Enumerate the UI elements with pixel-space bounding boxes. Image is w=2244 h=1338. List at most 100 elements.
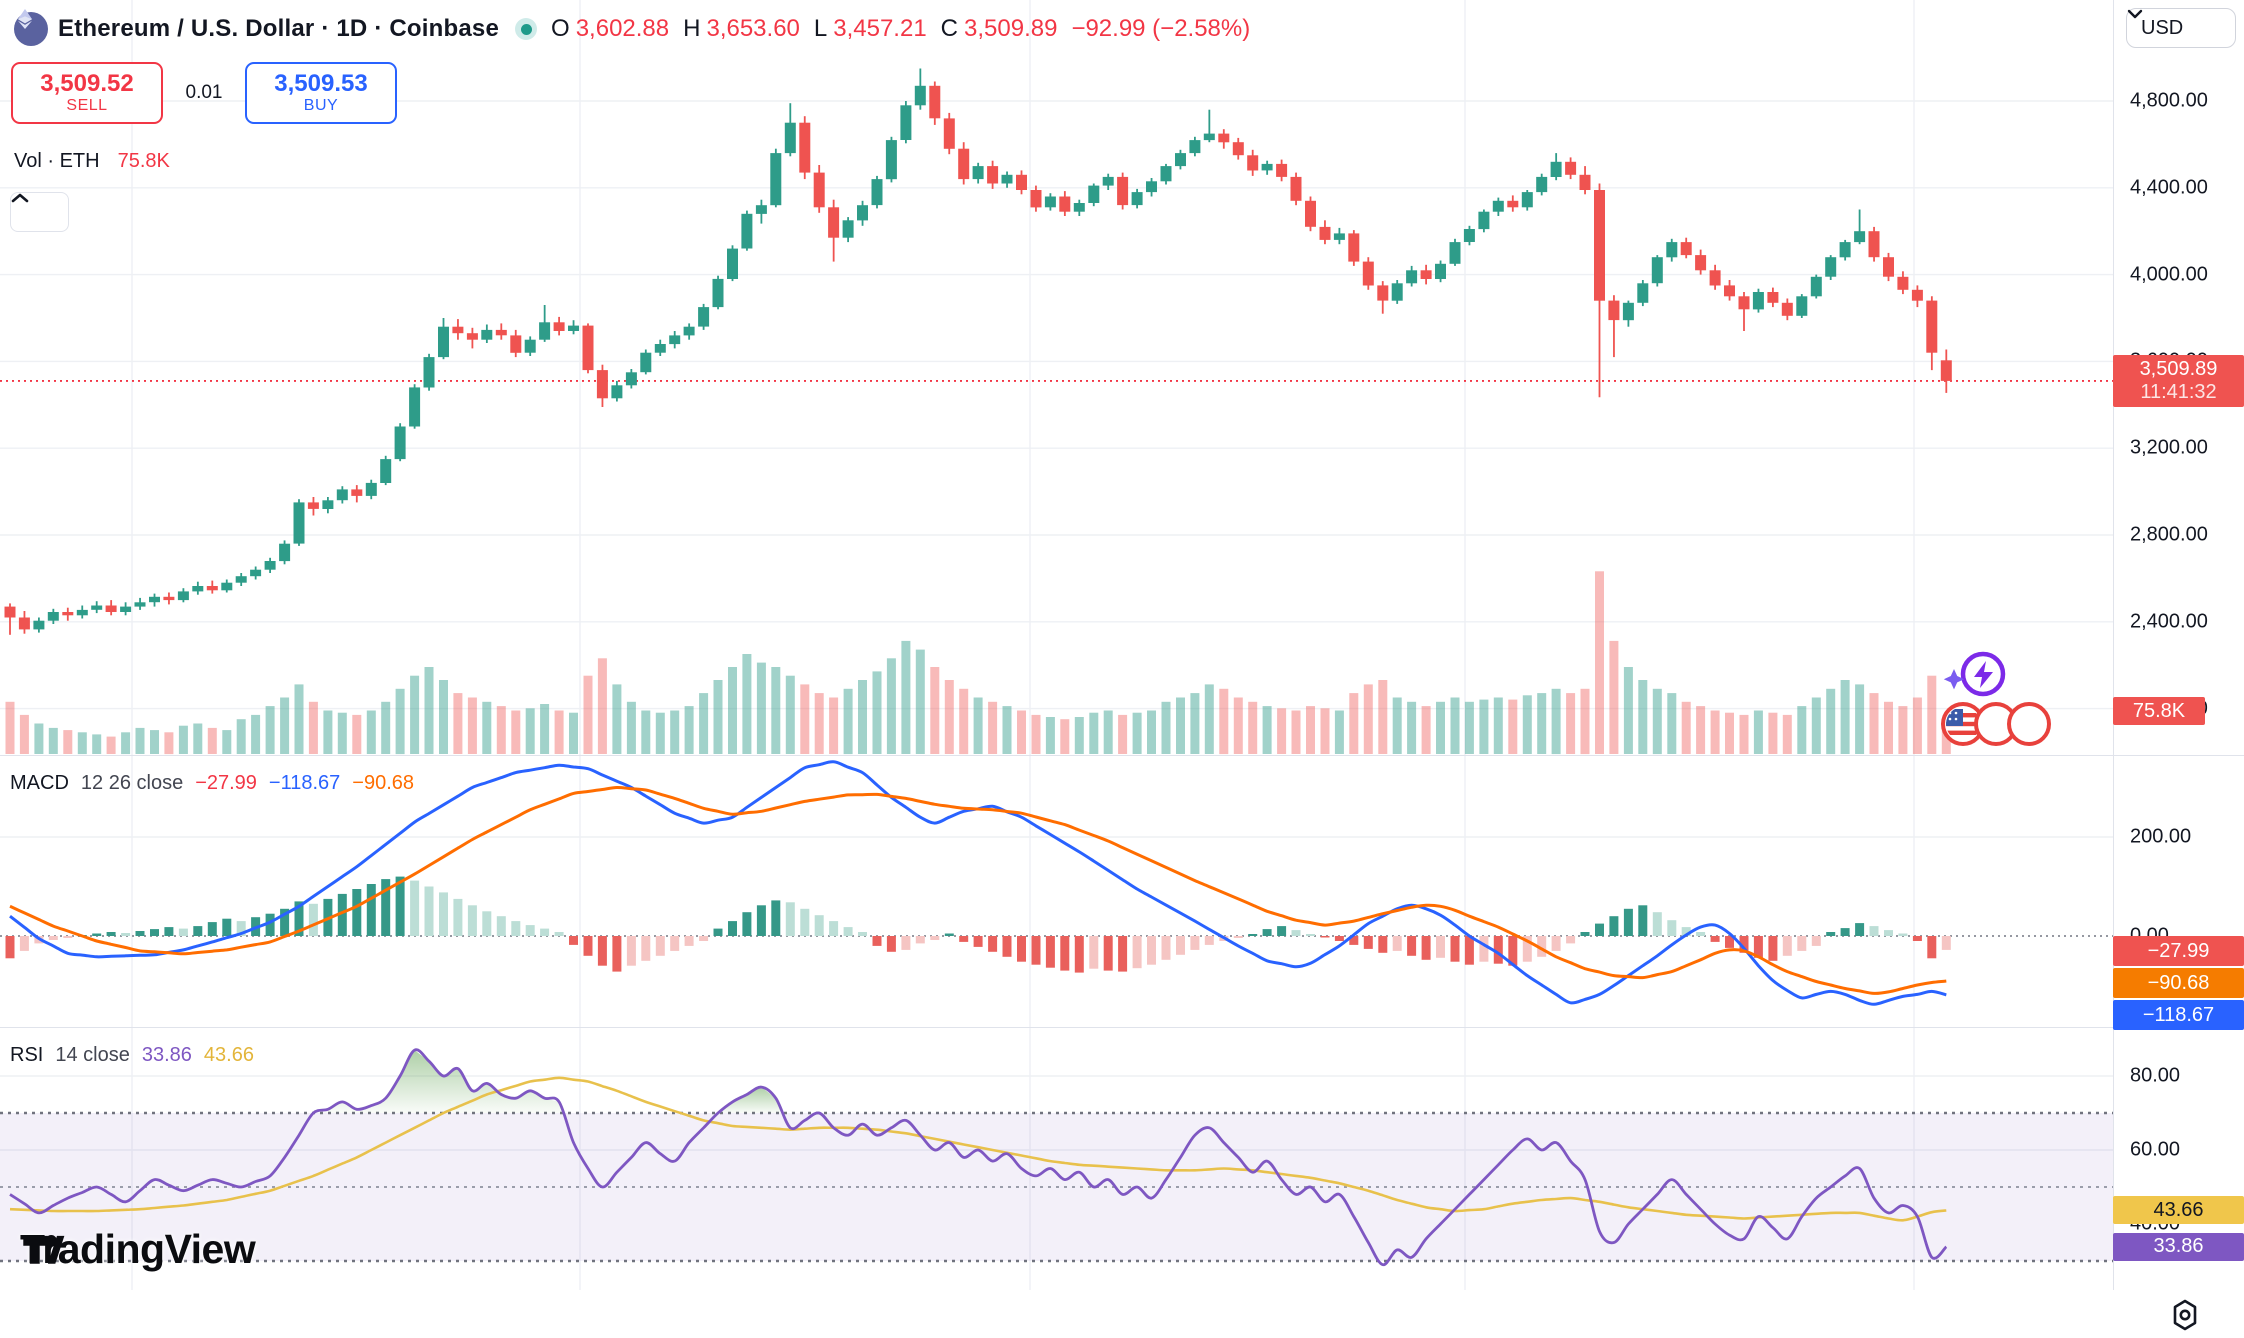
candle-body [1839,242,1851,258]
volume-bar [670,710,680,754]
volume-bar [1652,688,1662,755]
macd-histogram-bar [1580,932,1590,936]
macd-histogram-bar [150,929,159,936]
macd-histogram [5,876,1951,973]
volume-bar [135,727,145,754]
macd-histogram-bar [1407,936,1417,956]
candle-body [336,489,348,501]
macd-histogram-bar [63,936,73,938]
candle-body [871,179,883,206]
pane-separator[interactable] [0,1027,2244,1028]
macd-histogram-bar [222,918,232,936]
candle-body [1261,163,1273,171]
macd-histogram-bar [1753,936,1763,958]
volume-bar [308,701,318,754]
volume-bar [785,675,795,754]
volume-bar [1450,697,1460,754]
currency-label: USD [2141,16,2184,39]
macd-histogram-bar [1349,936,1359,945]
time-axis[interactable]: JulAugSepOctNov [0,1290,2244,1338]
candle-body [481,329,493,340]
us-flag-coin-icon [2007,702,2051,746]
sell-button[interactable]: 3,509.52 SELL [11,62,163,124]
candle-body [120,606,132,612]
chevron-down-icon [2127,9,2143,19]
ethereum-icon[interactable] [14,9,48,46]
macd-histogram-bar [1060,936,1070,971]
rsi-line [9,1048,1948,1267]
candle-body [293,502,305,544]
macd-histogram-bar [800,908,810,936]
volume-bar [1782,714,1792,754]
volume-bar [496,706,506,754]
volume-bar [453,693,463,754]
volume-bar [395,688,405,755]
currency-selector[interactable]: USD [2126,8,2236,48]
macd-histogram-bar [814,915,824,936]
macd-histogram-bar [1652,912,1662,936]
candle-body [192,586,204,592]
macd-histogram-bar [1522,936,1532,962]
macd-histogram-bar [597,936,607,966]
candle-body [307,502,319,509]
volume-bar [1248,701,1258,754]
candle-body [149,596,160,603]
rsi-title: RSI [10,1044,44,1066]
volume-bar [1681,701,1691,754]
candle-body [741,213,753,249]
volume-bar [944,680,954,754]
candle-body [1333,233,1345,240]
market-open-dot-icon[interactable] [515,18,538,40]
macd-histogram-bar [655,936,665,956]
candle-body [1391,283,1403,301]
candle-body [1637,283,1649,303]
candle-body [495,329,507,336]
candle-body [1247,155,1259,171]
volume-bar [1725,712,1734,754]
macd-histogram-bar [684,936,694,946]
candle-body [1160,166,1172,182]
macd-histogram-bar [381,879,391,936]
candle-body [1463,229,1475,242]
macd-histogram-bar [265,913,275,936]
macd-histogram-bar [540,928,550,936]
candle-body [1926,300,1938,353]
ohlc-close-label: C [940,15,959,42]
macd-histogram-bar [1450,936,1460,962]
macd-histogram-bar [366,884,376,936]
macd-legend[interactable]: MACD 12 26 close −27.99 −118.67 −90.68 [10,772,414,795]
macd-histogram-bar [1147,936,1156,965]
macd-histogram-bar [48,936,58,940]
candle-body [1016,174,1027,190]
ohlc-low-label: L [813,15,828,42]
tradingview-watermark[interactable]: TradingView [20,1226,256,1273]
macd-title: MACD [10,772,69,794]
volume-bar [1002,706,1012,754]
candle-body [466,333,478,340]
symbol-title[interactable]: Ethereum / U.S. Dollar · 1D · Coinbase [58,15,500,42]
macd-histogram-bar [467,905,477,936]
rsi-legend[interactable]: RSI 14 close 33.86 43.66 [10,1044,254,1067]
macd-histogram-bar [1797,936,1807,951]
volume-bar [771,667,781,754]
volume-bar [1508,699,1518,754]
buy-button[interactable]: 3,509.53 BUY [245,62,397,124]
pane-separator[interactable] [0,755,2244,756]
volume-bar [525,708,535,754]
macd-histogram-bar [1132,936,1142,969]
candle-body [1492,200,1504,212]
collapse-panel-button[interactable] [10,192,69,232]
macd-histogram-bar [713,928,723,936]
candle-body [163,596,175,601]
macd-histogram-bar [785,902,795,936]
volume-bar [901,640,911,754]
volume-bar [1710,710,1720,754]
macd-histogram-bar [1248,934,1258,936]
volume-value: 75.8K [117,150,170,172]
volume-bar [886,658,896,754]
macd-histogram-bar [1190,936,1200,950]
macd-histogram-bar [121,933,131,936]
volume-bar [1363,684,1373,754]
candle-body [62,612,74,616]
